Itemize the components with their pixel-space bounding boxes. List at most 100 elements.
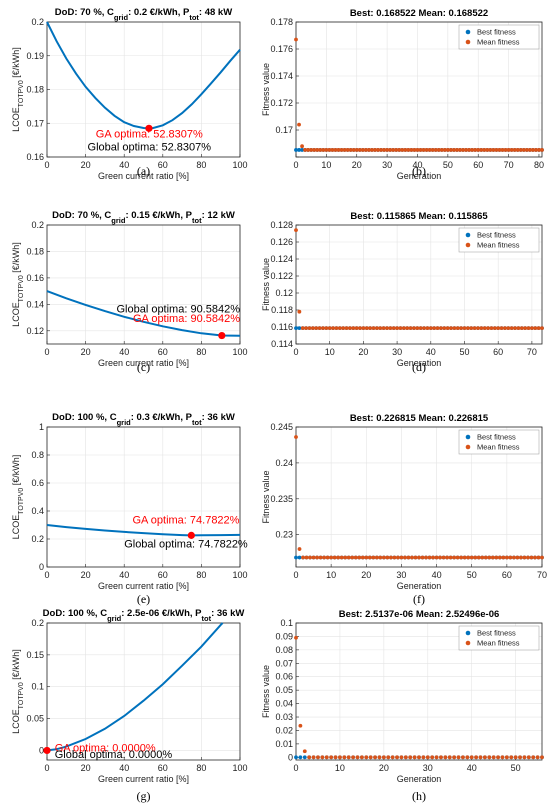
mean-fitness-point <box>311 755 316 760</box>
mean-fitness-point <box>338 755 342 760</box>
mean-fitness-point <box>316 755 320 760</box>
mean-fitness-point <box>476 555 481 560</box>
mean-fitness-point <box>324 148 329 152</box>
y-tick-label: 0.05 <box>26 714 44 724</box>
y-tick-label: 0.05 <box>275 685 293 695</box>
y-tick-label: 0.07 <box>275 658 293 668</box>
y-axis-label: LCOETOTPV0 [€/kWh] <box>11 47 25 132</box>
mean-fitness-point <box>526 755 531 760</box>
mean-fitness-point <box>491 755 496 760</box>
legend-marker-mean <box>465 444 471 450</box>
plot-area-frame <box>295 426 543 568</box>
y-tick-label: 0.124 <box>270 254 293 264</box>
mean-fitness-point <box>461 148 465 152</box>
y-tick-label: 0.06 <box>275 672 293 682</box>
x-tick-label: 70 <box>537 570 547 580</box>
mean-fitness-point <box>377 755 382 760</box>
mean-fitness-point <box>535 755 540 760</box>
x-tick-label: 0 <box>44 347 49 357</box>
mean-fitness-point <box>337 326 342 331</box>
lcoe-curve <box>46 21 241 130</box>
annotation-secondary: Global optima: 0.0000% <box>55 749 173 761</box>
chart-title: Best: 0.226815 Mean: 0.226815 <box>350 413 489 424</box>
x-tick-label: 10 <box>335 763 345 773</box>
mean-fitness-point <box>302 749 307 754</box>
mean-fitness-point <box>421 148 426 152</box>
mean-fitness-point <box>376 148 380 152</box>
mean-fitness-point <box>392 555 397 560</box>
mean-fitness-point <box>357 148 362 152</box>
mean-fitness-point <box>476 148 481 152</box>
mean-fitness-point <box>442 148 447 152</box>
mean-fitness-point <box>540 326 544 331</box>
mean-fitness-point <box>519 555 523 560</box>
x-tick-label: 50 <box>511 763 521 773</box>
annotation-primary: GA optima: 0.0000% <box>55 743 156 755</box>
mean-fitness-point <box>297 547 302 551</box>
mean-fitness-point <box>466 555 471 560</box>
mean-fitness-point <box>409 148 414 152</box>
x-tick-label: 20 <box>81 763 91 773</box>
mean-fitness-point <box>364 326 369 331</box>
mean-fitness-point <box>294 228 298 233</box>
best-fitness-point <box>297 326 302 331</box>
mean-fitness-point <box>522 755 527 760</box>
y-axis-label: LCOETOTPV0 [€/kWh] <box>11 649 25 734</box>
mean-fitness-point <box>524 148 529 152</box>
mean-fitness-point <box>421 755 426 760</box>
mean-fitness-point <box>462 555 467 560</box>
mean-fitness-point <box>474 755 479 760</box>
mean-fitness-point <box>438 555 442 560</box>
mean-fitness-point <box>381 755 386 760</box>
chart-title: Best: 2.5137e-06 Mean: 2.52496e-06 <box>339 609 500 620</box>
mean-fitness-point <box>403 148 408 152</box>
plot-area-frame <box>46 426 241 568</box>
chart-title: Best: 0.168522 Mean: 0.168522 <box>350 8 488 19</box>
mean-fitness-point <box>405 326 410 331</box>
y-tick-label: 0.126 <box>270 237 293 247</box>
y-tick-label: 0.01 <box>275 739 293 749</box>
mean-fitness-point <box>303 148 308 152</box>
mean-fitness-point <box>442 326 447 331</box>
x-tick-label: 30 <box>382 160 392 170</box>
x-tick-label: 60 <box>158 570 168 580</box>
mean-fitness-point <box>360 555 365 560</box>
legend-label-mean: Mean fitness <box>477 38 520 47</box>
y-tick-label: 0.18 <box>26 85 44 95</box>
mean-fitness-point <box>346 755 351 760</box>
mean-fitness-point <box>482 755 487 760</box>
mean-fitness-point <box>413 555 418 560</box>
mean-fitness-point <box>382 148 386 152</box>
mean-fitness-point <box>479 326 484 331</box>
legend-marker-mean <box>465 640 471 646</box>
mean-fitness-point <box>370 148 374 152</box>
mean-fitness-point <box>339 148 344 152</box>
mean-fitness-point <box>360 148 365 152</box>
mean-fitness-point <box>415 148 420 152</box>
y-tick-label: 0.09 <box>275 631 293 641</box>
y-tick-label: 0.04 <box>275 699 293 709</box>
mean-fitness-point <box>364 555 369 560</box>
mean-fitness-point <box>483 555 488 560</box>
mean-fitness-point <box>533 555 537 560</box>
mean-fitness-point <box>315 148 320 152</box>
y-tick-label: 0.12 <box>275 288 293 298</box>
mean-fitness-point <box>431 555 435 560</box>
y-tick-label: 0.18 <box>26 246 44 256</box>
x-tick-label: 100 <box>232 763 247 773</box>
mean-fitness-point <box>473 555 478 560</box>
mean-fitness-point <box>354 148 359 152</box>
annotation-primary: Global optima: 90.5842% <box>116 304 240 316</box>
mean-fitness-point <box>406 555 411 560</box>
mean-fitness-point <box>509 326 514 331</box>
mean-fitness-point <box>397 148 402 152</box>
mean-fitness-point <box>294 435 298 439</box>
annotation-primary: GA optima: 74.7822% <box>132 515 239 527</box>
y-axis-label: LCOETOTPV0 [€/kWh] <box>11 242 25 327</box>
y-tick-label: 0.17 <box>26 118 44 128</box>
mean-fitness-point <box>359 755 364 760</box>
mean-fitness-point <box>479 148 484 152</box>
x-tick-label: 100 <box>232 570 247 580</box>
legend-label-mean: Mean fitness <box>477 241 520 250</box>
x-tick-label: 80 <box>196 347 206 357</box>
